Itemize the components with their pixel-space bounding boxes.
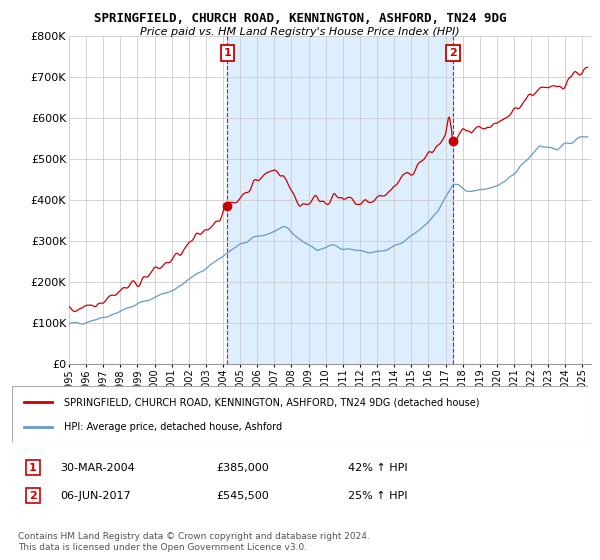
- Text: SPRINGFIELD, CHURCH ROAD, KENNINGTON, ASHFORD, TN24 9DG: SPRINGFIELD, CHURCH ROAD, KENNINGTON, AS…: [94, 12, 506, 25]
- Text: SPRINGFIELD, CHURCH ROAD, KENNINGTON, ASHFORD, TN24 9DG (detached house): SPRINGFIELD, CHURCH ROAD, KENNINGTON, AS…: [64, 397, 479, 407]
- Text: £545,500: £545,500: [216, 491, 269, 501]
- Text: 30-MAR-2004: 30-MAR-2004: [60, 463, 135, 473]
- Text: 1: 1: [223, 48, 231, 58]
- Text: 25% ↑ HPI: 25% ↑ HPI: [348, 491, 407, 501]
- Text: 2: 2: [449, 48, 457, 58]
- Text: 2: 2: [29, 491, 37, 501]
- FancyBboxPatch shape: [12, 386, 588, 442]
- Text: 06-JUN-2017: 06-JUN-2017: [60, 491, 131, 501]
- Text: HPI: Average price, detached house, Ashford: HPI: Average price, detached house, Ashf…: [64, 422, 282, 432]
- Text: £385,000: £385,000: [216, 463, 269, 473]
- Text: 42% ↑ HPI: 42% ↑ HPI: [348, 463, 407, 473]
- Text: Contains HM Land Registry data © Crown copyright and database right 2024.
This d: Contains HM Land Registry data © Crown c…: [18, 532, 370, 552]
- Text: 1: 1: [29, 463, 37, 473]
- Text: Price paid vs. HM Land Registry's House Price Index (HPI): Price paid vs. HM Land Registry's House …: [140, 27, 460, 37]
- Bar: [227, 36, 453, 364]
